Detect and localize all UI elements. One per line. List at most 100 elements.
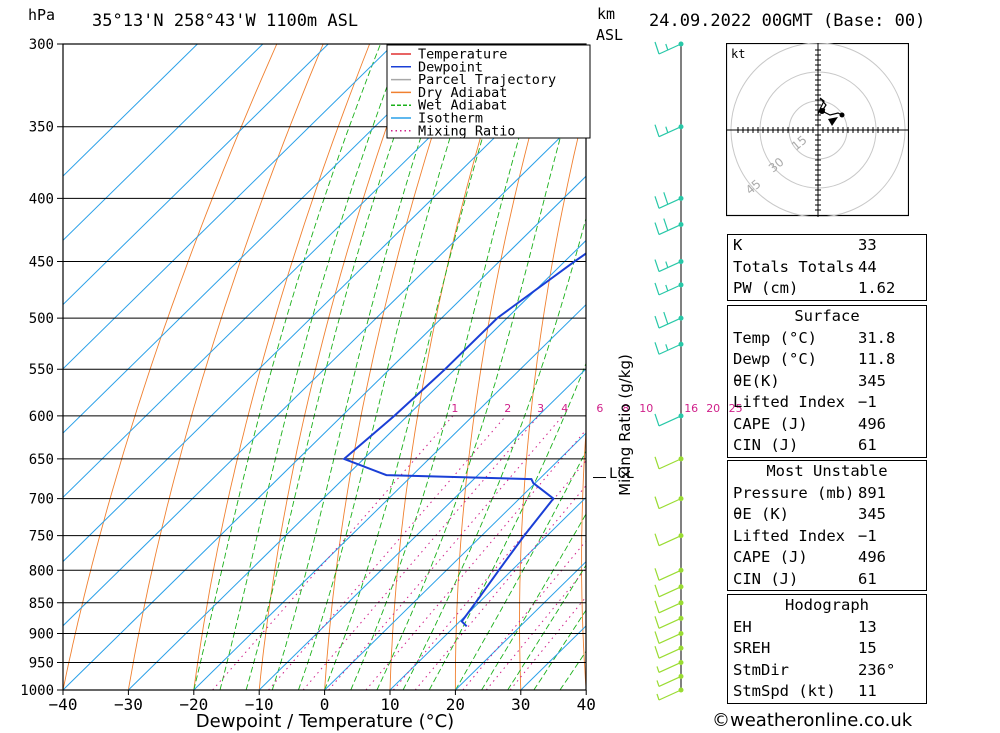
indices-table: K 33 Totals Totals 44 PW (cm) 1.62 <box>727 234 927 301</box>
wind-barb <box>654 41 684 55</box>
isotherm-line <box>63 111 586 627</box>
hodograph: kt 15 30 45 <box>726 43 909 217</box>
table-row: EH 13 <box>733 617 877 636</box>
wet-adiabat-line <box>428 362 586 690</box>
wind-barb <box>654 567 684 581</box>
wet-adiabat-line <box>402 216 586 690</box>
pressure-tick-label: 700 <box>29 492 54 508</box>
hodograph-table: Hodograph EH 13 SREH 15 StmDir 236° StmSpd … <box>727 594 927 704</box>
wet-adiabat-line <box>297 44 481 690</box>
table-row: Temp (°C) 31.8 <box>733 328 896 347</box>
legend-label: Dry Adiabat <box>418 85 507 101</box>
table-row: Lifted Index −1 <box>733 526 877 545</box>
legend-label: Dewpoint <box>418 59 483 75</box>
pressure-tick-label: 350 <box>29 120 54 136</box>
pressure-tick-label: 600 <box>29 409 54 425</box>
hodograph-unit: kt <box>731 47 745 61</box>
x-axis-label: Dewpoint / Temperature (°C) <box>196 711 454 732</box>
table-row: StmDir 236° <box>733 660 896 679</box>
table-row: Pressure (mb) 891 <box>733 483 886 502</box>
legend-label: Wet Adiabat <box>418 98 507 114</box>
pressure-tick-label: 450 <box>29 255 54 271</box>
wind-barb <box>654 630 684 645</box>
pressure-tick-label: 550 <box>29 362 54 378</box>
table-row: K 33 <box>733 236 877 254</box>
legend-label: Isotherm <box>418 111 483 127</box>
dry-adiabat-line <box>193 44 371 690</box>
mixing-ratio-axis-label: Mixing Ratio (g/kg) <box>616 354 634 496</box>
wind-barb <box>654 600 684 614</box>
pressure-tick-label: 750 <box>29 529 54 545</box>
mixing-ratio-label: 1 <box>451 402 458 415</box>
dry-adiabat-line <box>519 101 586 690</box>
wind-barb <box>654 413 684 427</box>
surface-table: Surface Temp (°C) 31.8 Dewp (°C) 11.8 θE(K… <box>727 305 927 458</box>
location-title: 35°13'N 258°43'W 1100m ASL <box>92 11 359 31</box>
pressure-tick-label: 400 <box>29 191 54 207</box>
mixing-ratio-label: 20 <box>706 402 720 415</box>
most-unstable-title: Most Unstable <box>766 462 888 480</box>
isotherm-line <box>193 304 586 690</box>
wet-adiabat-line <box>376 44 586 690</box>
x-tick-label: 20 <box>446 695 465 714</box>
isotherm-line <box>63 44 460 434</box>
x-tick-label: 30 <box>511 695 530 714</box>
wind-barb <box>654 218 684 236</box>
plot-frame <box>62 43 587 691</box>
isotherm-line <box>258 368 586 690</box>
hodograph-title: Hodograph <box>785 596 869 614</box>
table-row: SREH 15 <box>733 639 877 657</box>
x-tick-label: −20 <box>179 695 208 714</box>
mixing-ratio-line <box>392 460 586 690</box>
table-row: Dewp (°C) 11.8 <box>733 350 896 368</box>
legend-label: Mixing Ratio <box>418 123 516 139</box>
pressure-tick-label: 300 <box>29 37 54 53</box>
unit-asl: ASL <box>596 26 624 44</box>
copyright-link[interactable]: ©weatheronline.co.uk <box>712 710 913 731</box>
dry-adiabat-line <box>967 44 1000 690</box>
pressure-tick-label: 500 <box>29 311 54 327</box>
most-unstable-table: Most Unstable Pressure (mb) 891 θE (K) 345… <box>727 460 927 591</box>
wind-barb <box>654 615 684 629</box>
x-tick-label: −30 <box>114 695 143 714</box>
wet-adiabat-line <box>324 44 512 690</box>
isotherm-line <box>63 44 264 241</box>
mixing-ratio-label: 10 <box>639 402 653 415</box>
isotherm-line <box>63 44 198 177</box>
mixing-ratio-line <box>328 415 564 690</box>
unit-km: km <box>597 5 616 23</box>
wind-barb <box>654 584 684 598</box>
dry-adiabat-line <box>127 44 324 690</box>
hodograph-point-2 <box>839 112 845 118</box>
lcl-label: LCL <box>609 466 634 482</box>
wind-barb <box>654 124 684 138</box>
isotherm-line <box>63 44 525 498</box>
wet-adiabat-line <box>245 44 428 690</box>
mixing-ratio-line <box>212 415 454 690</box>
legend-box <box>386 44 591 139</box>
isotherm-line <box>128 239 586 690</box>
pressure-tick-label: 650 <box>29 452 54 468</box>
wind-barb <box>654 496 684 510</box>
table-row: PW (cm) 1.62 <box>733 279 896 297</box>
wind-barb <box>656 673 684 687</box>
unit-hpa: hPa <box>28 6 56 24</box>
legend-label: Parcel Trajectory <box>418 72 556 88</box>
pressure-tick-label: 950 <box>29 655 54 671</box>
isotherm-line <box>63 47 586 563</box>
mixing-ratio-label: 25 <box>729 402 743 415</box>
table-row: StmSpd (kt) 11 <box>733 682 877 700</box>
pressure-tick-label: 1000 <box>20 683 54 699</box>
table-row: Totals Totals 44 <box>733 257 877 276</box>
dry-adiabat-line <box>581 425 586 690</box>
wind-barb <box>654 311 684 329</box>
mixing-ratio-label: 2 <box>504 402 511 415</box>
mixing-ratio-label: 4 <box>561 402 568 415</box>
datetime-title: 24.09.2022 00GMT (Base: 00) <box>649 11 926 31</box>
table-row: CAPE (J) 496 <box>733 414 886 433</box>
isotherm-line <box>63 175 586 690</box>
x-tick-label: 0 <box>320 695 330 714</box>
pressure-tick-label: 850 <box>29 596 54 612</box>
surface-title: Surface <box>794 307 860 325</box>
